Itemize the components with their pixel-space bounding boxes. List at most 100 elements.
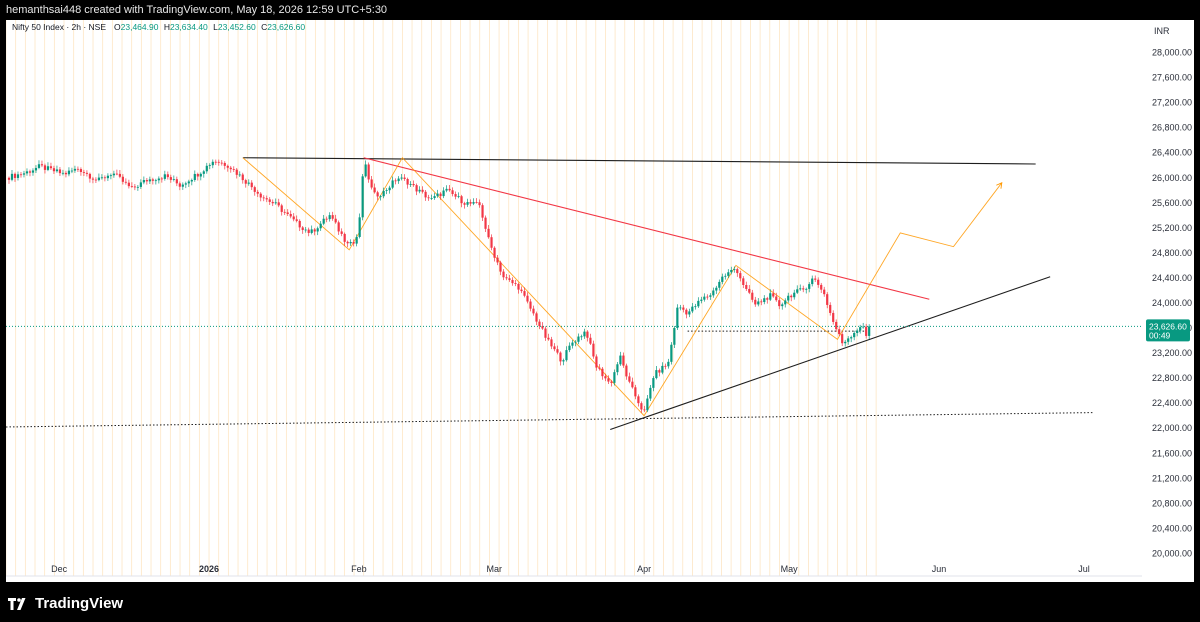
candle-body <box>520 289 523 292</box>
candle-body <box>250 182 253 188</box>
price-tick-label: 26,000.00 <box>1152 173 1192 183</box>
candle-body <box>394 180 397 182</box>
candle-body <box>817 279 820 285</box>
price-tick-label: 24,000.00 <box>1152 298 1192 308</box>
brand-name: TradingView <box>35 595 124 612</box>
candle-body <box>355 236 358 244</box>
candle-body <box>217 161 220 163</box>
candle-body <box>670 344 673 362</box>
candle-body <box>757 301 760 305</box>
candle-body <box>610 381 613 383</box>
time-tick-label: Feb <box>351 564 367 574</box>
candle-body <box>676 307 679 329</box>
open-value: 23,464.90 <box>121 22 159 32</box>
candle-body <box>259 193 262 198</box>
candle-body <box>220 162 223 164</box>
candle-body <box>397 178 400 182</box>
candle-body <box>472 202 475 204</box>
candle-body <box>223 162 226 166</box>
drawings[interactable] <box>6 156 1094 431</box>
candle-body <box>760 301 763 303</box>
candle-body <box>673 328 676 345</box>
candle-body <box>598 367 601 369</box>
candle-body <box>16 174 20 178</box>
candle-body <box>487 228 490 238</box>
candle-body <box>124 181 127 183</box>
candle-body <box>187 181 190 184</box>
candle-body <box>415 185 418 192</box>
time-tick-label: Jun <box>932 564 947 574</box>
candle-body <box>613 372 616 383</box>
candle-body <box>490 237 493 248</box>
candle-body <box>661 365 664 373</box>
candle-body <box>121 176 124 182</box>
candle-body <box>244 180 247 184</box>
candle-body <box>22 173 26 175</box>
candle-body <box>247 182 250 184</box>
chart-panel[interactable]: 28,000.00 27,600.00 27,200.00 26,800.00 26,4… <box>6 20 1194 582</box>
candle-body <box>262 197 265 199</box>
candle-body <box>46 166 50 170</box>
candle-body <box>706 296 709 298</box>
candle-body <box>274 202 277 204</box>
candle-body <box>526 295 529 302</box>
candle-body <box>535 313 538 322</box>
high-label: H <box>164 22 170 32</box>
candle-body <box>253 187 256 192</box>
candle-body <box>475 202 478 203</box>
candle-body <box>340 231 343 234</box>
candle-body <box>718 281 721 288</box>
candle-body <box>466 202 469 205</box>
projection-arrowhead <box>996 182 1003 189</box>
price-chart[interactable]: 28,000.00 27,600.00 27,200.00 26,800.00 26,4… <box>6 20 1194 582</box>
candle-body <box>196 173 199 177</box>
candle-body <box>241 174 244 181</box>
badge-price: 23,626.60 <box>1149 321 1187 331</box>
candle-body <box>292 216 295 220</box>
candle-body <box>499 262 502 272</box>
candle-body <box>142 180 145 183</box>
candle-body <box>679 307 682 309</box>
candle-body <box>523 291 526 296</box>
trendline-descending-resistance <box>363 157 930 300</box>
candle-body <box>400 177 403 179</box>
candle-body <box>532 308 535 314</box>
candle-body <box>559 352 562 362</box>
candle-body <box>64 172 68 175</box>
candle-body <box>802 288 805 290</box>
candle-body <box>421 189 424 192</box>
price-tick-label: 24,400.00 <box>1152 273 1192 283</box>
candle-body <box>265 198 268 200</box>
tradingview-brand[interactable]: TradingView <box>8 595 123 612</box>
candle-body <box>592 343 595 357</box>
candle-body <box>91 178 95 180</box>
candle-body <box>844 341 847 344</box>
candle-body <box>724 275 727 277</box>
currency-label[interactable]: INR <box>1154 26 1170 36</box>
candle-body <box>367 164 370 180</box>
candle-body <box>496 257 499 263</box>
candle-body <box>67 170 71 175</box>
candle-body <box>304 229 307 231</box>
time-tick-label: May <box>781 564 799 574</box>
candle-body <box>811 278 814 285</box>
candle-body <box>799 288 802 290</box>
candle-body <box>277 202 280 206</box>
candle-body <box>712 290 715 296</box>
candle-body <box>418 189 421 192</box>
candle-body <box>10 173 14 180</box>
candle-body <box>754 299 757 305</box>
candle-body <box>865 326 868 336</box>
low-value: 23,452.60 <box>218 22 256 32</box>
price-tick-label: 20,000.00 <box>1152 548 1192 558</box>
price-scale[interactable] <box>1142 20 1194 582</box>
close-value: 23,626.60 <box>267 22 305 32</box>
candle-body <box>31 170 35 173</box>
candle-body <box>574 341 577 343</box>
candle-body <box>301 227 304 230</box>
candles <box>7 159 871 413</box>
candle-body <box>868 326 871 336</box>
candle-body <box>742 278 745 285</box>
candle-body <box>808 284 811 289</box>
candle-body <box>745 284 748 289</box>
